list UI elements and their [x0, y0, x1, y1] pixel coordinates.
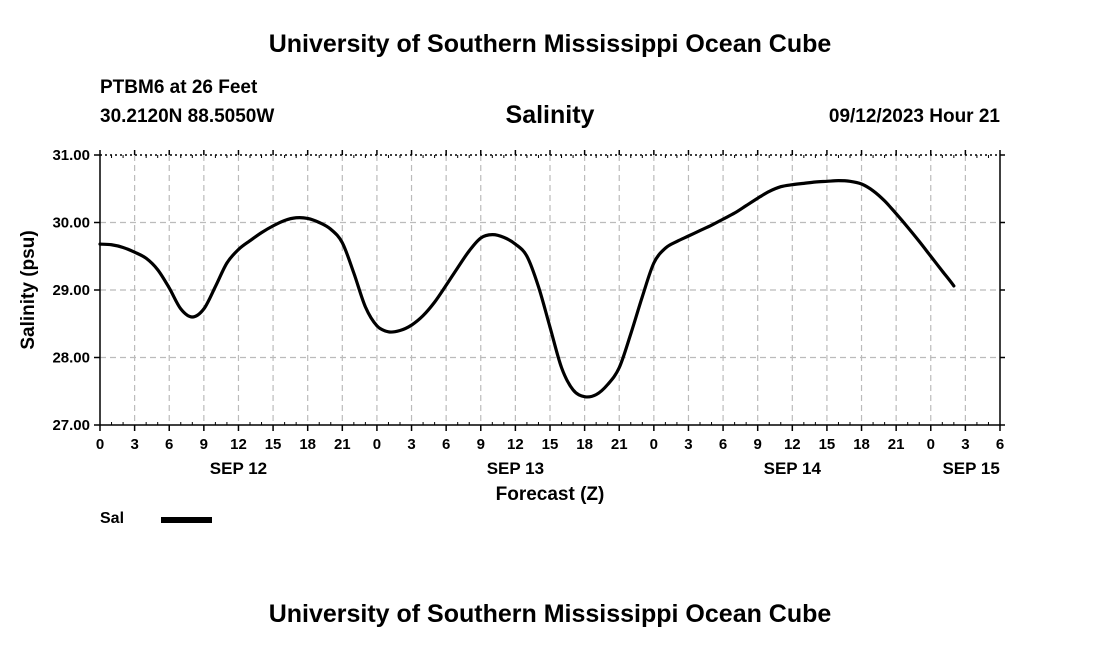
x-tick-label: 12: [784, 436, 801, 453]
grid-layer: [100, 155, 1000, 425]
x-tick-label: 15: [542, 436, 559, 453]
x-tick-label: 6: [442, 436, 450, 453]
x-tick-label: 3: [961, 436, 969, 453]
x-tick-label: 3: [407, 436, 415, 453]
line-layer: [98, 179, 956, 399]
chart-title: Salinity: [505, 101, 595, 129]
day-label: SEP 14: [764, 459, 822, 478]
y-tick-label: 29.00: [52, 282, 90, 299]
x-tick-label: 6: [719, 436, 727, 453]
x-tick-label: 12: [507, 436, 524, 453]
y-tick-label: 31.00: [52, 147, 90, 164]
x-tick-label: 21: [888, 436, 905, 453]
x-tick-label: 3: [130, 436, 138, 453]
y-tick-label: 30.00: [52, 215, 90, 232]
x-tick-label: 0: [927, 436, 935, 453]
forecast-datetime: 09/12/2023 Hour 21: [828, 106, 1000, 127]
x-tick-label: 15: [265, 436, 282, 453]
x-tick-label: 15: [819, 436, 836, 453]
x-tick-label: 0: [650, 436, 658, 453]
day-label: SEP 12: [210, 459, 267, 478]
legend-swatch: [161, 517, 212, 523]
x-tick-label: 9: [200, 436, 208, 453]
x-tick-label: 6: [165, 436, 173, 453]
x-tick-label: 21: [334, 436, 351, 453]
day-label: SEP 15: [942, 459, 999, 478]
footer-title: University of Southern Mississippi Ocean…: [268, 600, 832, 628]
x-tick-label: 12: [230, 436, 247, 453]
page-title: University of Southern Mississippi Ocean…: [268, 30, 832, 58]
x-tick-label: 18: [576, 436, 593, 453]
label-layer: Forecast (Z) Salinity (psu) 0 3 6 9 12 15 18 21…: [18, 147, 1004, 505]
x-tick-label: 9: [477, 436, 485, 453]
y-axis-title: Salinity (psu): [18, 230, 39, 349]
day-label: SEP 13: [487, 459, 544, 478]
x-tick-label: 0: [96, 436, 104, 453]
series-line-sal: [98, 179, 956, 399]
x-tick-label: 18: [299, 436, 316, 453]
x-tick-label: 9: [754, 436, 762, 453]
axis-layer: [94, 150, 1005, 431]
x-tick-label: 18: [853, 436, 870, 453]
x-tick-label: 0: [373, 436, 381, 453]
legend-label: Sal: [100, 510, 125, 527]
station-label: PTBM6 at 26 Feet: [100, 77, 258, 98]
y-tick-label: 28.00: [52, 350, 90, 367]
station-coordinates: 30.2120N 88.5050W: [100, 106, 275, 127]
x-tick-label: 21: [611, 436, 628, 453]
x-tick-label: 3: [684, 436, 692, 453]
y-tick-label: 27.00: [52, 417, 90, 434]
x-axis-title: Forecast (Z): [496, 484, 605, 505]
x-tick-label: 6: [996, 436, 1004, 453]
